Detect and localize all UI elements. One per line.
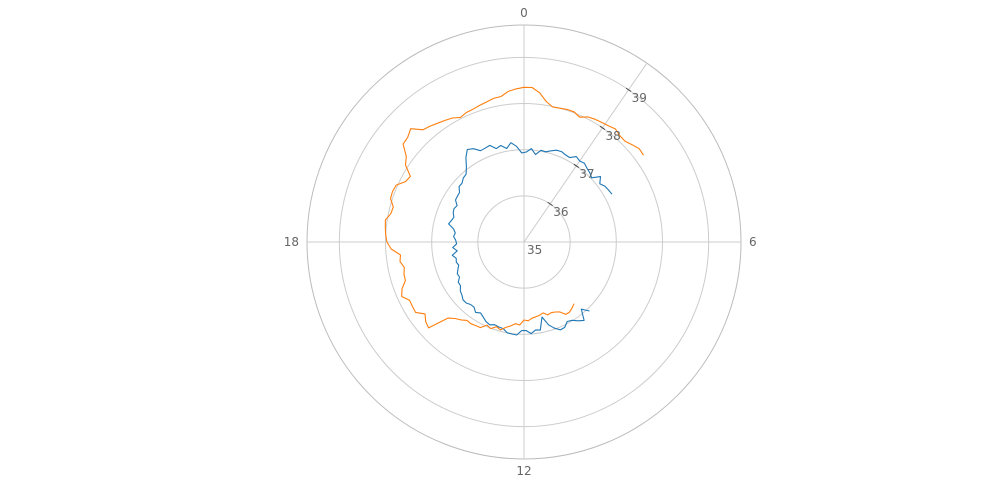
series-line-0 <box>448 142 613 336</box>
angular-tick-label-0: 0 <box>520 6 528 20</box>
series-line-1 <box>384 86 644 331</box>
radial-tick-mark-1 <box>547 201 553 207</box>
radial-axis-line <box>523 62 648 243</box>
radial-tick-label-0: 35 <box>527 243 542 257</box>
radial-tick-mark-2 <box>573 163 580 169</box>
angular-tick-label-18: 18 <box>284 235 299 249</box>
radial-tick-mark-3 <box>599 125 606 130</box>
series-layer <box>384 86 644 336</box>
radial-tick-label-1: 36 <box>553 205 568 219</box>
grid-layer <box>306 24 742 460</box>
radial-tick-mark-4 <box>625 87 632 92</box>
radial-tick-label-3: 38 <box>606 129 621 143</box>
angular-tick-label-6: 6 <box>749 235 757 249</box>
radial-tick-label-2: 37 <box>579 167 594 181</box>
label-layer: 35 36 37 38 39 0 6 12 18 <box>284 6 757 478</box>
radial-tick-label-4: 39 <box>632 91 647 105</box>
angular-tick-label-12: 12 <box>516 464 531 478</box>
